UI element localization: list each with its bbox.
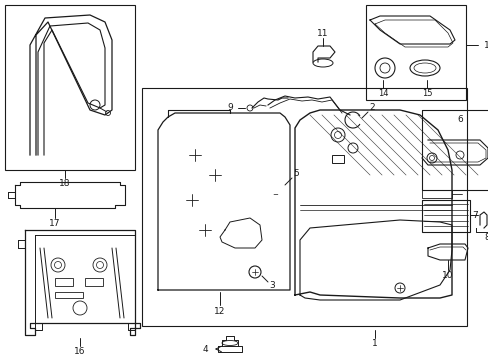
Text: 5: 5 bbox=[292, 168, 298, 177]
Text: 11: 11 bbox=[317, 28, 328, 37]
Text: 15: 15 bbox=[421, 89, 431, 98]
Text: 13: 13 bbox=[483, 40, 488, 49]
Text: 2: 2 bbox=[368, 104, 374, 112]
Text: 18: 18 bbox=[59, 180, 71, 189]
Bar bbox=[421, 190, 451, 198]
Bar bbox=[55, 292, 83, 298]
Text: 1: 1 bbox=[371, 339, 377, 348]
Text: 8: 8 bbox=[483, 234, 488, 243]
Bar bbox=[365, 5, 465, 100]
Text: 3: 3 bbox=[268, 282, 274, 291]
Text: −: − bbox=[271, 192, 277, 198]
Bar bbox=[331, 155, 343, 163]
Text: 6: 6 bbox=[456, 116, 462, 125]
Bar bbox=[142, 88, 466, 326]
Text: 14: 14 bbox=[377, 89, 387, 98]
Bar bbox=[85, 278, 103, 286]
Text: 9: 9 bbox=[227, 104, 232, 112]
Text: 12: 12 bbox=[214, 306, 225, 315]
Text: 16: 16 bbox=[74, 347, 85, 356]
Bar bbox=[5, 5, 135, 170]
Bar bbox=[421, 110, 488, 190]
Bar bbox=[421, 200, 469, 232]
Text: 10: 10 bbox=[441, 271, 453, 280]
Text: 7: 7 bbox=[471, 211, 477, 220]
Text: 4: 4 bbox=[202, 345, 207, 354]
Bar bbox=[55, 278, 73, 286]
Text: 17: 17 bbox=[49, 220, 61, 229]
